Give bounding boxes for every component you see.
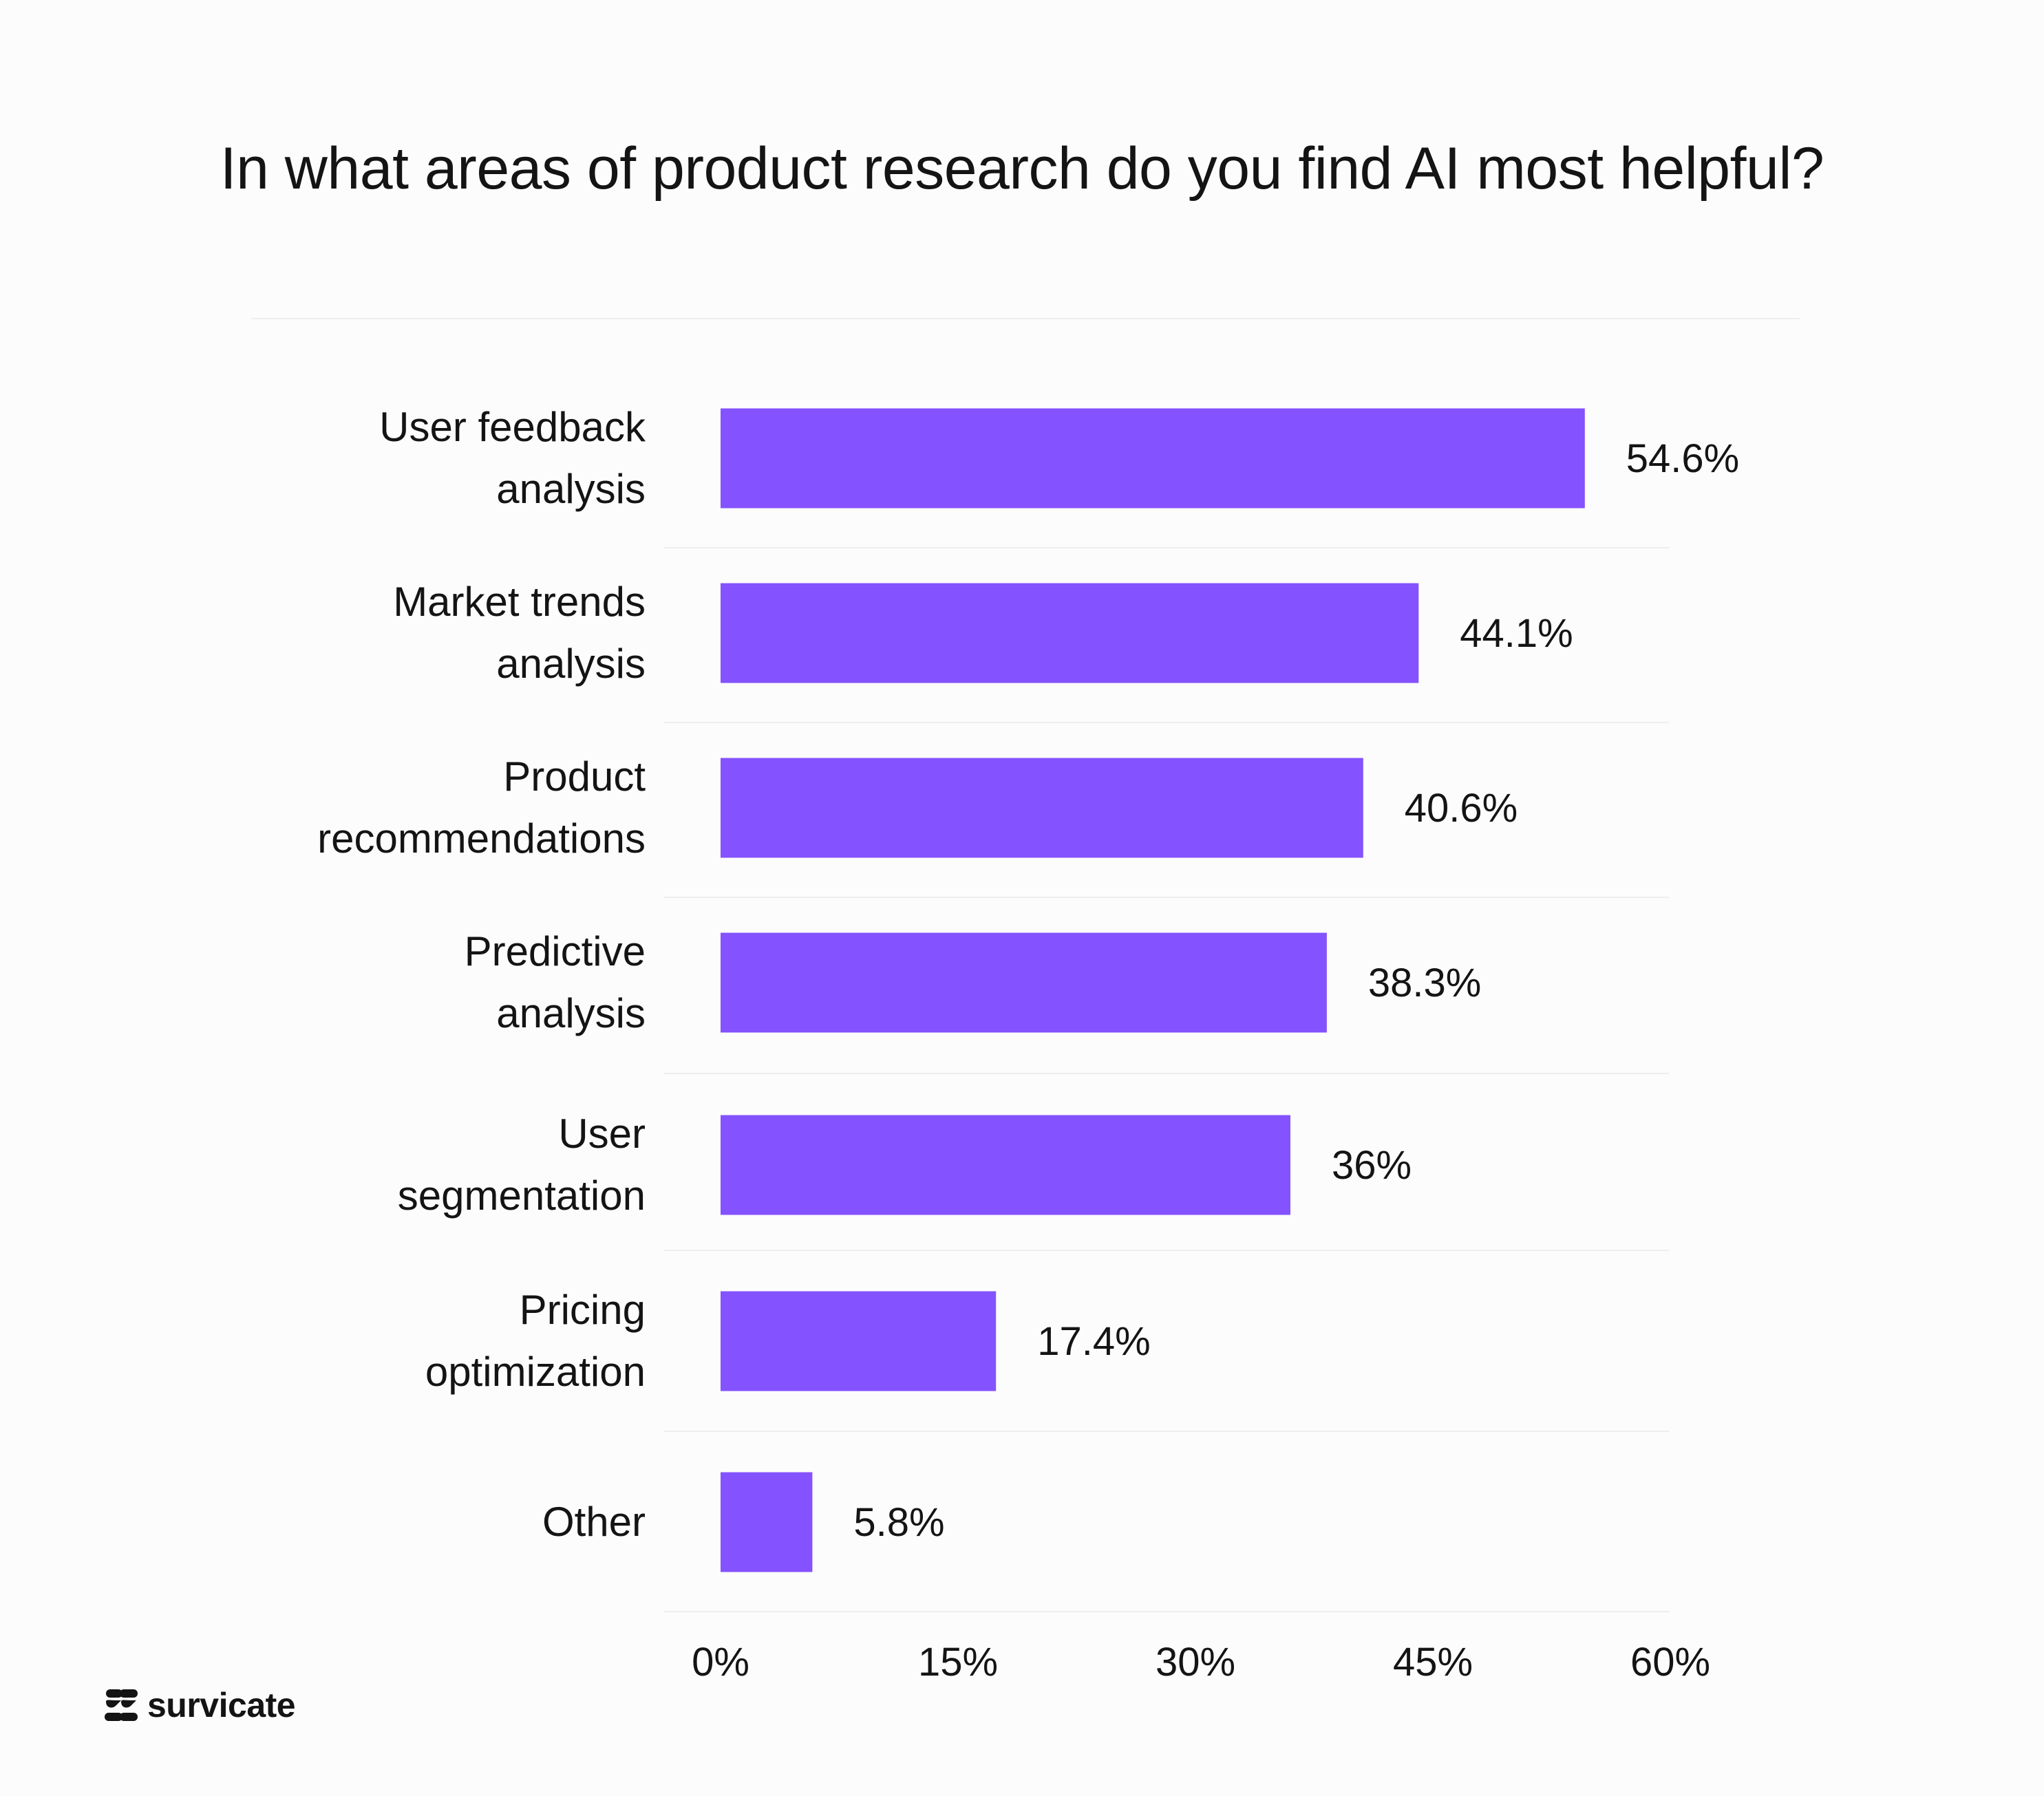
category-label-line: analysis: [496, 990, 646, 1036]
survicate-logo: survicate: [103, 1685, 296, 1726]
bar-value-label: 36%: [1332, 1143, 1412, 1188]
category-label-line: analysis: [496, 641, 646, 687]
category-label: Predictive analysis: [465, 928, 646, 1036]
category-label-line: Market trends: [393, 579, 646, 625]
bar: [721, 1115, 1290, 1215]
bar: [721, 408, 1585, 509]
brand-name: survicate: [147, 1686, 296, 1724]
chart-title: In what areas of product research do you…: [220, 136, 1824, 202]
bar-value-label: 44.1%: [1460, 611, 1573, 656]
bar: [721, 1291, 997, 1391]
category-label-line: segmentation: [398, 1173, 646, 1219]
category-label: Other: [542, 1499, 646, 1545]
category-label-line: Other: [542, 1499, 646, 1545]
bar-value-label: 38.3%: [1368, 961, 1481, 1005]
category-label-line: analysis: [496, 466, 646, 512]
bar-value-label: 40.6%: [1405, 786, 1518, 831]
bar: [721, 932, 1327, 1033]
category-label: Pricing optimization: [425, 1287, 646, 1395]
x-tick-label: 0%: [692, 1640, 749, 1685]
category-label-line: Product: [503, 753, 646, 800]
x-tick-label: 15%: [918, 1640, 998, 1685]
x-tick-label: 60%: [1630, 1640, 1710, 1685]
bar-value-label: 17.4%: [1037, 1319, 1150, 1364]
x-tick-label: 30%: [1156, 1640, 1235, 1685]
category-label-line: User feedback: [379, 404, 646, 450]
bar: [721, 758, 1363, 858]
category-label: User feedback analysis: [379, 404, 646, 512]
category-label-line: Predictive: [465, 928, 646, 974]
category-labels: User feedback analysis Market trends analys…: [317, 404, 646, 1545]
category-label: Market trends analysis: [393, 579, 646, 687]
bars: [721, 408, 1585, 1572]
bar: [721, 583, 1419, 683]
row-dividers: [664, 547, 1669, 1612]
x-axis-ticks: 0% 15% 30% 45% 60%: [692, 1640, 1710, 1685]
bar-value-label: 54.6%: [1626, 436, 1739, 481]
x-tick-label: 45%: [1393, 1640, 1473, 1685]
bar: [721, 1472, 813, 1572]
top-divider: [251, 318, 1800, 319]
category-label-line: User: [558, 1111, 646, 1157]
bar-value-label: 5.8%: [853, 1500, 944, 1545]
category-label-line: Pricing: [520, 1287, 646, 1333]
category-label-line: optimization: [425, 1349, 646, 1395]
category-label: Product recommendations: [317, 753, 646, 862]
survicate-logo-icon: [105, 1689, 138, 1721]
category-label-line: recommendations: [317, 815, 646, 862]
value-labels: 54.6% 44.1% 40.6% 38.3% 36% 17.4% 5.8%: [853, 436, 1739, 1545]
category-label: User segmentation: [398, 1111, 646, 1219]
